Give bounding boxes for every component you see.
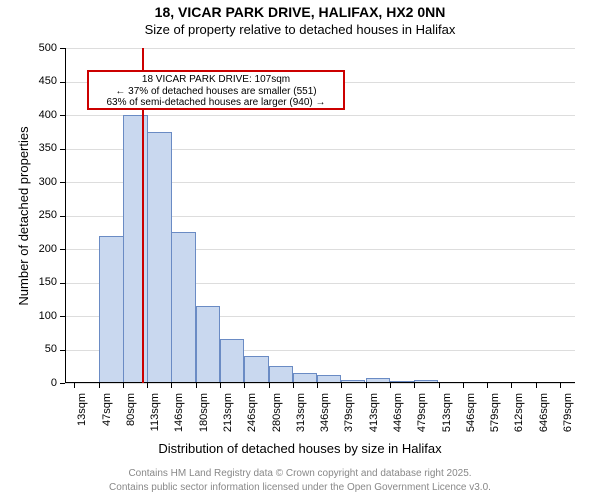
x-tick-label: 479sqm xyxy=(416,393,428,443)
y-tick-label: 450 xyxy=(17,75,57,87)
histogram-bar xyxy=(99,236,123,383)
histogram-bar xyxy=(196,306,220,383)
x-tick xyxy=(536,383,537,388)
x-tick-label: 513sqm xyxy=(441,393,453,443)
x-tick xyxy=(269,383,270,388)
footer-attribution-2: Contains public sector information licen… xyxy=(0,482,600,493)
x-tick-label: 413sqm xyxy=(368,393,380,443)
x-tick xyxy=(220,383,221,388)
x-tick-label: 313sqm xyxy=(295,393,307,443)
x-tick-label: 280sqm xyxy=(271,393,283,443)
x-tick xyxy=(196,383,197,388)
y-tick-label: 400 xyxy=(17,109,57,121)
y-tick-label: 50 xyxy=(17,343,57,355)
annotation-box: 18 VICAR PARK DRIVE: 107sqm← 37% of deta… xyxy=(87,70,345,110)
y-tick-label: 500 xyxy=(17,42,57,54)
histogram-bar xyxy=(147,132,171,383)
y-tick-label: 350 xyxy=(17,142,57,154)
x-tick-label: 113sqm xyxy=(149,393,161,443)
x-tick-label: 13sqm xyxy=(76,393,88,443)
x-tick xyxy=(317,383,318,388)
x-tick xyxy=(74,383,75,388)
y-tick-label: 250 xyxy=(17,209,57,221)
x-tick xyxy=(487,383,488,388)
chart-subtitle: Size of property relative to detached ho… xyxy=(0,22,600,37)
x-tick-label: 679sqm xyxy=(562,393,574,443)
x-tick xyxy=(511,383,512,388)
plot-area: 18 VICAR PARK DRIVE: 107sqm← 37% of deta… xyxy=(65,48,575,383)
x-tick-label: 146sqm xyxy=(173,393,185,443)
chart-container: 18, VICAR PARK DRIVE, HALIFAX, HX2 0NN S… xyxy=(0,0,600,500)
histogram-bar xyxy=(171,232,195,383)
x-tick xyxy=(463,383,464,388)
y-tick xyxy=(60,383,65,384)
x-tick xyxy=(366,383,367,388)
annotation-line: 18 VICAR PARK DRIVE: 107sqm xyxy=(93,74,339,86)
x-tick-label: 579sqm xyxy=(489,393,501,443)
y-tick-label: 100 xyxy=(17,310,57,322)
histogram-bar xyxy=(220,339,244,383)
y-axis-line xyxy=(65,48,66,383)
x-tick-label: 47sqm xyxy=(101,393,113,443)
annotation-line: 63% of semi-detached houses are larger (… xyxy=(93,97,339,109)
gridline xyxy=(65,383,575,384)
x-tick xyxy=(390,383,391,388)
x-tick xyxy=(560,383,561,388)
x-tick-label: 213sqm xyxy=(222,393,234,443)
x-tick xyxy=(123,383,124,388)
x-tick xyxy=(99,383,100,388)
x-tick-label: 180sqm xyxy=(198,393,210,443)
x-tick-label: 646sqm xyxy=(538,393,550,443)
x-tick xyxy=(439,383,440,388)
x-tick xyxy=(244,383,245,388)
x-tick xyxy=(293,383,294,388)
x-tick xyxy=(341,383,342,388)
annotation-line: ← 37% of detached houses are smaller (55… xyxy=(93,86,339,98)
chart-title: 18, VICAR PARK DRIVE, HALIFAX, HX2 0NN xyxy=(0,4,600,20)
y-tick-label: 0 xyxy=(17,377,57,389)
x-tick xyxy=(414,383,415,388)
y-tick-label: 150 xyxy=(17,276,57,288)
x-tick-label: 446sqm xyxy=(392,393,404,443)
x-tick-label: 379sqm xyxy=(343,393,355,443)
histogram-bar xyxy=(269,366,293,383)
y-tick-label: 300 xyxy=(17,176,57,188)
y-tick-label: 200 xyxy=(17,243,57,255)
histogram-bar xyxy=(244,356,268,383)
x-axis-label: Distribution of detached houses by size … xyxy=(0,441,600,456)
x-tick-label: 80sqm xyxy=(125,393,137,443)
x-tick-label: 246sqm xyxy=(246,393,258,443)
x-tick-label: 546sqm xyxy=(465,393,477,443)
x-tick xyxy=(171,383,172,388)
x-tick-label: 612sqm xyxy=(513,393,525,443)
footer-attribution-1: Contains HM Land Registry data © Crown c… xyxy=(0,468,600,479)
x-tick xyxy=(147,383,148,388)
x-tick-label: 346sqm xyxy=(319,393,331,443)
